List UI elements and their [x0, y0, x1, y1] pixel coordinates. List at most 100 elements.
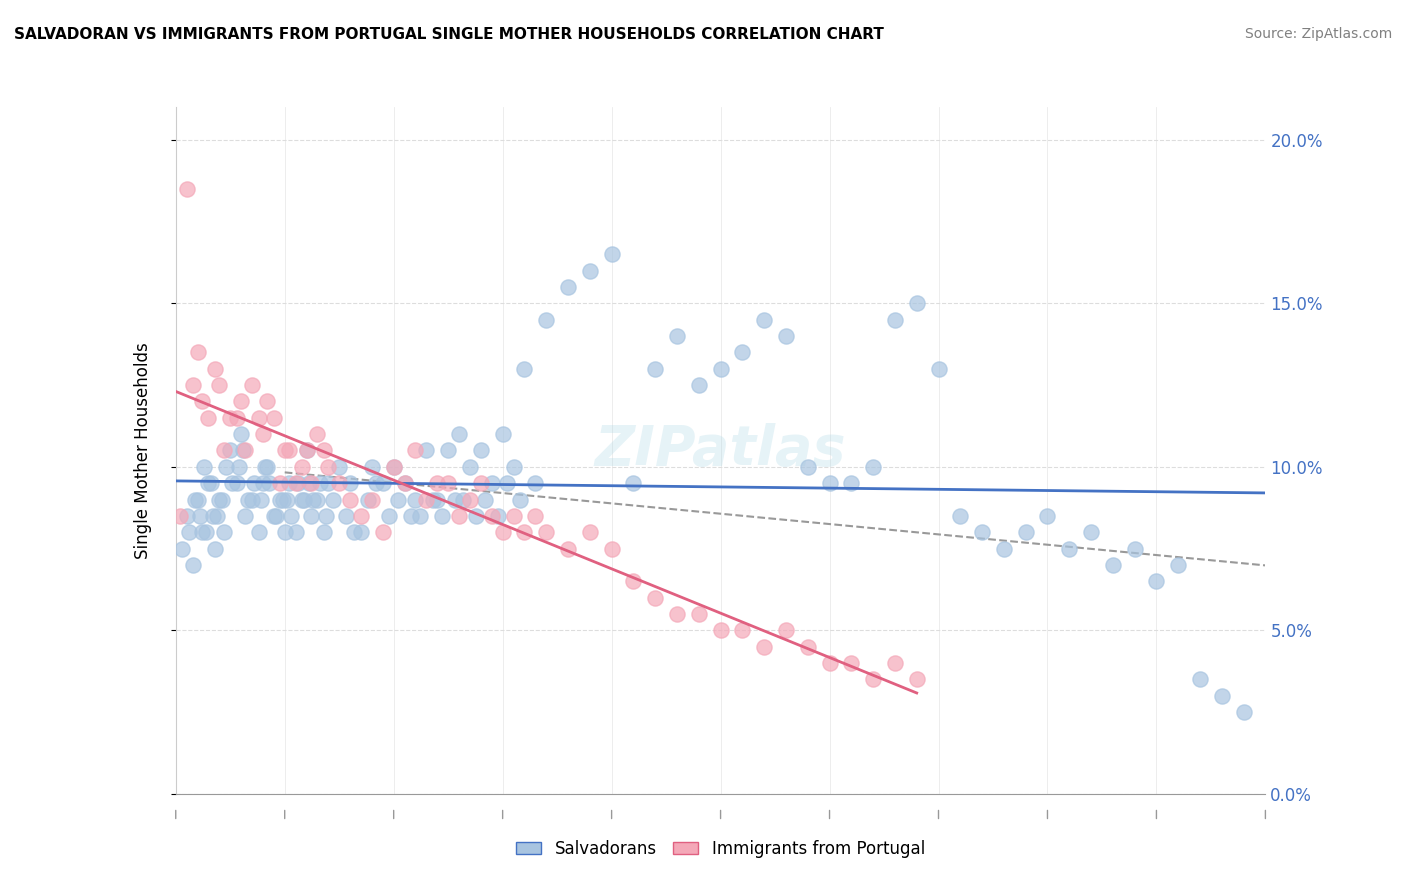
Point	[231, 394, 253, 409]
Point	[254, 459, 277, 474]
Point	[644, 361, 666, 376]
Point	[437, 443, 460, 458]
Point	[371, 476, 394, 491]
Point	[295, 443, 318, 458]
Point	[322, 492, 344, 507]
Point	[993, 541, 1015, 556]
Point	[299, 508, 322, 523]
Point	[579, 263, 602, 277]
Legend: Salvadorans, Immigrants from Portugal: Salvadorans, Immigrants from Portugal	[506, 830, 935, 868]
Point	[278, 476, 301, 491]
Point	[356, 492, 378, 507]
Point	[232, 443, 254, 458]
Point	[688, 607, 710, 621]
Point	[318, 459, 340, 474]
Point	[191, 394, 214, 409]
Point	[666, 607, 689, 621]
Point	[339, 492, 361, 507]
Point	[191, 525, 214, 540]
Point	[186, 345, 209, 359]
Point	[502, 508, 524, 523]
Point	[492, 427, 515, 442]
Point	[426, 476, 449, 491]
Point	[208, 492, 231, 507]
Point	[797, 459, 820, 474]
Point	[172, 541, 194, 556]
Point	[295, 443, 318, 458]
Point	[775, 329, 797, 343]
Point	[443, 492, 465, 507]
Point	[335, 508, 357, 523]
Point	[201, 508, 224, 523]
Point	[197, 410, 219, 425]
Point	[204, 361, 226, 376]
Point	[312, 443, 335, 458]
Text: Source: ZipAtlas.com: Source: ZipAtlas.com	[1244, 27, 1392, 41]
Point	[240, 378, 263, 392]
Point	[453, 492, 475, 507]
Point	[186, 492, 209, 507]
Point	[298, 476, 321, 491]
Point	[366, 476, 388, 491]
Point	[259, 476, 281, 491]
Point	[291, 492, 314, 507]
Point	[274, 525, 297, 540]
Point	[447, 427, 470, 442]
Point	[1123, 541, 1146, 556]
Point	[534, 525, 557, 540]
Point	[949, 508, 972, 523]
Point	[754, 312, 776, 326]
Point	[621, 476, 644, 491]
Point	[797, 640, 820, 654]
Point	[256, 459, 278, 474]
Point	[437, 476, 460, 491]
Point	[247, 410, 270, 425]
Point	[905, 673, 928, 687]
Point	[486, 508, 509, 523]
Point	[308, 476, 330, 491]
Point	[524, 476, 547, 491]
Point	[928, 361, 950, 376]
Point	[184, 492, 207, 507]
Point	[350, 525, 373, 540]
Point	[1189, 673, 1212, 687]
Point	[212, 525, 235, 540]
Point	[818, 476, 841, 491]
Point	[256, 394, 278, 409]
Point	[236, 492, 259, 507]
Point	[208, 378, 231, 392]
Point	[302, 492, 325, 507]
Point	[972, 525, 994, 540]
Point	[225, 476, 247, 491]
Point	[1036, 508, 1059, 523]
Point	[307, 492, 329, 507]
Point	[470, 476, 492, 491]
Y-axis label: Single Mother Households: Single Mother Households	[134, 343, 152, 558]
Point	[534, 312, 557, 326]
Point	[447, 508, 470, 523]
Point	[754, 640, 776, 654]
Point	[287, 476, 309, 491]
Point	[315, 508, 337, 523]
Point	[382, 459, 405, 474]
Point	[276, 492, 298, 507]
Point	[299, 476, 322, 491]
Point	[394, 476, 416, 491]
Point	[474, 492, 496, 507]
Point	[1146, 574, 1168, 589]
Point	[415, 443, 437, 458]
Point	[219, 410, 242, 425]
Point	[240, 492, 263, 507]
Point	[1211, 689, 1233, 703]
Point	[247, 525, 270, 540]
Point	[579, 525, 602, 540]
Point	[291, 459, 314, 474]
Point	[710, 361, 733, 376]
Point	[600, 247, 623, 261]
Point	[481, 476, 503, 491]
Point	[235, 443, 257, 458]
Point	[252, 476, 274, 491]
Point	[371, 525, 394, 540]
Point	[470, 443, 492, 458]
Point	[513, 361, 536, 376]
